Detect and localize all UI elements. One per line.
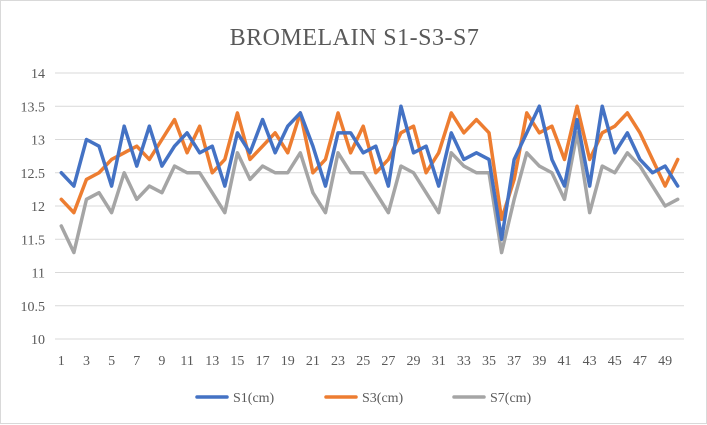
- x-tick-label: 37: [507, 354, 521, 369]
- y-tick-label: 13: [31, 134, 45, 149]
- x-tick-label: 49: [658, 354, 672, 369]
- y-tick-label: 12.5: [21, 167, 46, 182]
- gridlines: [55, 72, 684, 340]
- x-tick-label: 29: [407, 354, 421, 369]
- y-tick-label: 10: [31, 333, 45, 348]
- series-line-1: [59, 104, 680, 241]
- legend-label: S1(cm): [233, 391, 275, 406]
- series-line-3: [59, 131, 680, 255]
- x-tick-label: 3: [83, 354, 90, 369]
- x-tick-label: 45: [608, 354, 622, 369]
- y-tick-label: 10.5: [21, 300, 46, 315]
- x-axis-ticks: 1 3 5 7 9 11 13 15 17 19 21 23 25 27 29 31 33 35 37 39 41 43 4…: [58, 354, 672, 369]
- x-tick-label: 43: [583, 354, 597, 369]
- y-tick-label: 11.5: [21, 233, 45, 248]
- chart-title: BROMELAIN S1-S3-S7: [230, 25, 480, 51]
- legend: S1(cm) S3(cm) S7(cm): [195, 391, 532, 406]
- legend-label: S3(cm): [362, 391, 404, 406]
- y-tick-label: 11: [32, 267, 45, 282]
- x-tick-label: 13: [205, 354, 219, 369]
- x-tick-label: 7: [133, 354, 140, 369]
- x-tick-label: 15: [230, 354, 244, 369]
- y-axis-ticks: 10 10.5 11 11.5 12 12.5 13 13.5 14: [21, 67, 46, 348]
- x-tick-label: 35: [482, 354, 496, 369]
- x-tick-label: 41: [557, 354, 571, 369]
- x-tick-label: 1: [58, 354, 65, 369]
- x-tick-label: 21: [306, 354, 320, 369]
- x-tick-label: 19: [281, 354, 295, 369]
- x-tick-label: 25: [356, 354, 370, 369]
- x-tick-label: 9: [158, 354, 165, 369]
- x-tick-label: 11: [180, 354, 193, 369]
- y-tick-label: 12: [31, 200, 45, 215]
- x-tick-label: 33: [457, 354, 471, 369]
- legend-label: S7(cm): [490, 391, 532, 406]
- series-lines: [59, 104, 680, 255]
- x-tick-label: 47: [633, 354, 647, 369]
- x-tick-label: 5: [108, 354, 115, 369]
- y-tick-label: 14: [31, 67, 45, 82]
- x-tick-label: 17: [256, 354, 270, 369]
- y-tick-label: 13.5: [21, 100, 46, 115]
- x-tick-label: 27: [381, 354, 395, 369]
- x-tick-label: 39: [532, 354, 546, 369]
- x-tick-label: 31: [432, 354, 446, 369]
- x-tick-label: 23: [331, 354, 345, 369]
